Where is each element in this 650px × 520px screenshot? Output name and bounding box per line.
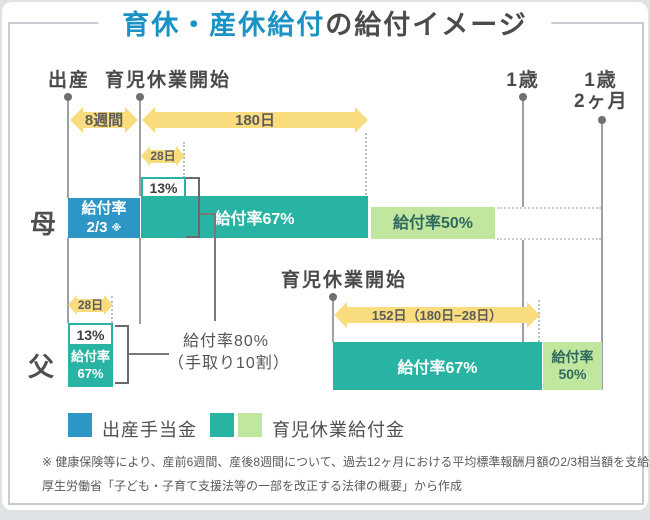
father-connector-horizontal xyxy=(129,353,169,355)
arrow-28-days-father: 28日 xyxy=(68,295,113,315)
label-age-one-two-months-line1: 1歳 xyxy=(584,70,618,91)
dotted-180days-end xyxy=(365,133,367,195)
arrow-eight-weeks: 8週間 xyxy=(70,107,138,133)
arrowhead-right-icon xyxy=(355,107,368,133)
label-father-leave-start: 育児休業開始 xyxy=(281,270,408,291)
arrow-28-days-mother-label: 28日 xyxy=(150,149,176,163)
arrowhead-right-icon xyxy=(527,302,540,328)
arrowhead-left-icon xyxy=(334,302,347,328)
age-one-dot xyxy=(519,93,527,101)
label-mother-leave-start: 育児休業開始 xyxy=(105,70,232,91)
mother-leave-line-lower xyxy=(139,238,141,324)
mother-maternity-note-mark: ※ xyxy=(111,222,122,234)
card-background xyxy=(2,2,648,510)
label-birth: 出産 xyxy=(48,70,91,91)
mother-total-bracket xyxy=(186,177,200,238)
footnote-line1: ※ 健康保険等により、産前6週間、産後8週間について、過去12ヶ月における平均標… xyxy=(42,455,650,469)
arrow-eight-weeks-label: 8週間 xyxy=(84,111,124,129)
footnote-line2: 厚生労働省「子ども・子育て支援法等の一部を改正する法律の概要」から作成 xyxy=(42,479,463,493)
arrow-28-days-mother: 28日 xyxy=(141,146,185,166)
mother-maternity-bar: 給付率 2/3 ※ xyxy=(68,198,140,238)
arrowhead-left-icon xyxy=(142,107,155,133)
mother-50-label: 給付率50% xyxy=(392,214,474,232)
birth-line-upper xyxy=(67,98,69,198)
mother-13-box: 13% xyxy=(141,177,186,198)
mother-67-bar: 給付率67% xyxy=(141,196,368,238)
legend-label-maternity: 出産手当金 xyxy=(102,420,197,440)
father-50-label-line1: 給付率 xyxy=(551,349,594,365)
arrow-180-days: 180日 xyxy=(142,107,368,133)
age-one-two-months-line xyxy=(601,121,603,390)
age-one-line-upper xyxy=(522,98,524,207)
mother-maternity-rate-line2: 2/3 xyxy=(86,218,108,236)
arrowhead-right-icon xyxy=(104,295,113,315)
label-age-one: 1歳 xyxy=(506,70,540,91)
age-one-line-lower xyxy=(522,240,524,342)
legend-label-childcare: 育児休業給付金 xyxy=(272,420,405,440)
father-67-box-line1: 給付率 xyxy=(70,348,110,364)
row-label-father: 父 xyxy=(28,352,55,382)
total-rate-note-line2: （手取り10割） xyxy=(168,355,290,372)
mother-67-label: 給付率67% xyxy=(214,211,295,228)
mother-leave-dot xyxy=(136,93,144,101)
father-first28-box: 13% 給付率 67% xyxy=(68,323,113,387)
father-13-label: 13% xyxy=(70,325,111,344)
arrowhead-left-icon xyxy=(70,107,83,133)
arrowhead-left-icon xyxy=(141,146,150,166)
father-total-bracket xyxy=(115,325,129,384)
arrowhead-left-icon xyxy=(68,295,77,315)
total-rate-note-line1: 給付率80% xyxy=(183,333,270,350)
page-title-highlight: 育休・産休給付 xyxy=(122,10,326,40)
birth-line-lower xyxy=(67,238,69,323)
father-67-bar: 給付率67% xyxy=(333,342,542,390)
arrowhead-right-icon xyxy=(125,107,138,133)
arrow-28-days-father-label: 28日 xyxy=(77,298,104,312)
mother-leave-line-upper xyxy=(139,98,141,196)
mother-13-label: 13% xyxy=(149,179,178,196)
mother-maternity-rate-line1: 給付率 xyxy=(81,199,127,217)
father-50-label-line2: 50% xyxy=(558,366,587,382)
father-67-bar-label: 給付率67% xyxy=(397,360,478,377)
arrow-152-days-label: 152日（180日−28日） xyxy=(371,307,503,323)
arrowhead-right-icon xyxy=(176,146,185,166)
arrow-152-days: 152日（180日−28日） xyxy=(334,302,540,328)
mother-connector-horizontal xyxy=(200,213,216,215)
mother-connector-vertical xyxy=(214,213,216,321)
birth-dot xyxy=(64,93,72,101)
father-leave-dot xyxy=(329,293,337,301)
page-title-rest: の給付イメージ xyxy=(325,10,528,40)
label-age-one-two-months-line2: 2ヶ月 xyxy=(574,91,629,112)
legend-swatch-maternity xyxy=(68,413,92,437)
page-title: 育休・産休給付の給付イメージ xyxy=(98,3,552,42)
dotted-extension-top xyxy=(497,207,601,209)
father-leave-line xyxy=(332,298,334,342)
row-label-mother: 母 xyxy=(30,209,57,239)
arrow-180-days-label: 180日 xyxy=(234,111,276,129)
age-one-two-months-dot xyxy=(598,116,606,124)
father-67-box-line2: 67% xyxy=(77,365,104,381)
dotted-extension-bottom xyxy=(497,238,601,240)
legend-swatch-childcare-green xyxy=(238,413,262,437)
label-age-one-two-months: 1歳 2ヶ月 xyxy=(574,70,628,112)
mother-50-bar: 給付率50% xyxy=(371,207,495,239)
father-50-bar: 給付率 50% xyxy=(543,342,602,390)
legend-swatch-childcare-teal xyxy=(210,413,234,437)
